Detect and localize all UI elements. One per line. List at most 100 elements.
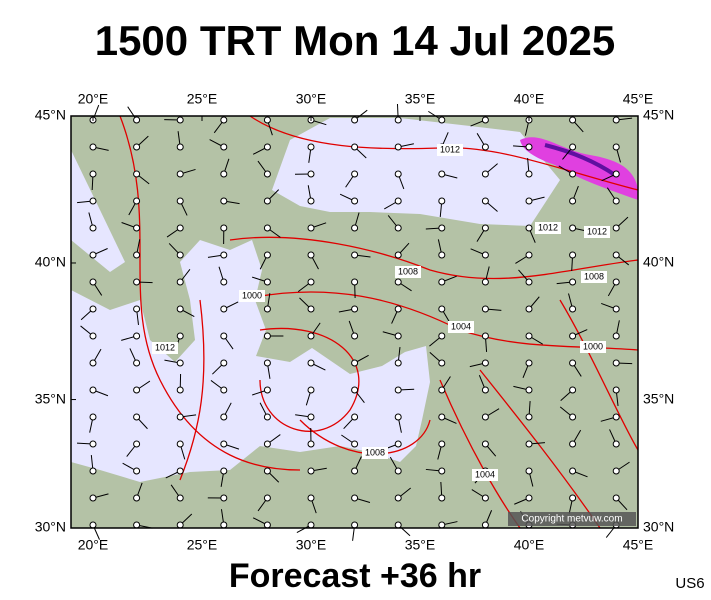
- station: [351, 278, 359, 286]
- station: [394, 305, 402, 313]
- station: [351, 494, 359, 502]
- lon-label: 40°E: [514, 537, 545, 553]
- station: [394, 440, 402, 448]
- station: [612, 494, 620, 502]
- station: [89, 386, 97, 394]
- station: [438, 116, 446, 124]
- station: [176, 359, 184, 367]
- station: [394, 359, 402, 367]
- station: [176, 224, 184, 232]
- station: [220, 278, 228, 286]
- station: [133, 494, 141, 502]
- lon-label: 25°E: [187, 537, 218, 553]
- station: [220, 116, 228, 124]
- station: [394, 521, 402, 529]
- lon-label: 45°E: [623, 91, 654, 107]
- isobar-label: 1008: [398, 266, 418, 276]
- copyright: Copyright metvuw.com: [521, 514, 622, 525]
- station: [394, 278, 402, 286]
- station: [263, 143, 271, 151]
- station: [481, 251, 489, 259]
- station: [481, 440, 489, 448]
- station: [438, 494, 446, 502]
- isobar-label: 1000: [583, 341, 603, 351]
- station: [481, 143, 489, 151]
- map-frame: [70, 115, 639, 529]
- station: [133, 332, 141, 340]
- station: [351, 521, 359, 529]
- station: [481, 305, 489, 313]
- station: [263, 359, 271, 367]
- isobar-labels: 1012 1012 1012 1008 1008 1000 1004 1000 1008 1004…: [152, 144, 610, 481]
- station: [612, 413, 620, 421]
- station: [307, 521, 315, 529]
- station: [89, 251, 97, 259]
- station: [569, 440, 577, 448]
- station: [263, 521, 271, 529]
- station: [220, 170, 228, 178]
- station: [133, 305, 141, 313]
- station: [525, 494, 533, 502]
- lat-label: 45°N: [643, 107, 674, 123]
- station: [351, 224, 359, 232]
- station: [89, 305, 97, 313]
- station: [133, 359, 141, 367]
- station: [133, 521, 141, 529]
- station: [569, 170, 577, 178]
- station: [481, 332, 489, 340]
- station: [133, 467, 141, 475]
- isobar-label: 1012: [155, 342, 175, 352]
- station: [569, 467, 577, 475]
- station: [176, 413, 184, 421]
- station: [220, 440, 228, 448]
- lon-label: 25°E: [187, 91, 218, 107]
- lon-label: 20°E: [78, 537, 109, 553]
- station: [89, 359, 97, 367]
- station: [133, 224, 141, 232]
- station: [481, 170, 489, 178]
- station: [525, 359, 533, 367]
- station: [481, 278, 489, 286]
- station: [176, 116, 184, 124]
- station: [307, 467, 315, 475]
- station: [351, 413, 359, 421]
- station: [307, 170, 315, 178]
- station: [481, 224, 489, 232]
- isobar-label-box: [448, 321, 474, 333]
- station: [263, 440, 271, 448]
- station: [438, 359, 446, 367]
- station: [438, 467, 446, 475]
- station: [176, 278, 184, 286]
- isobar-label: 1004: [475, 469, 495, 479]
- station: [307, 197, 315, 205]
- rain-core: [544, 143, 617, 177]
- station: [612, 251, 620, 259]
- station: [394, 224, 402, 232]
- station: [351, 305, 359, 313]
- station: [569, 332, 577, 340]
- station: [351, 251, 359, 259]
- station: [176, 386, 184, 394]
- station: [176, 494, 184, 502]
- station: [351, 440, 359, 448]
- station: [481, 494, 489, 502]
- isobar-label-box: [535, 222, 561, 234]
- station: [89, 332, 97, 340]
- isobar-label-box: [395, 266, 421, 278]
- station: [133, 251, 141, 259]
- station: [438, 224, 446, 232]
- station: [481, 386, 489, 394]
- station: [612, 467, 620, 475]
- station: [220, 467, 228, 475]
- station: [220, 359, 228, 367]
- station: [569, 116, 577, 124]
- station: [263, 251, 271, 259]
- station: [133, 386, 141, 394]
- lat-label: 35°N: [35, 390, 66, 406]
- station: [438, 386, 446, 394]
- station: [307, 386, 315, 394]
- station: [525, 413, 533, 421]
- station: [612, 116, 620, 124]
- station: [133, 143, 141, 151]
